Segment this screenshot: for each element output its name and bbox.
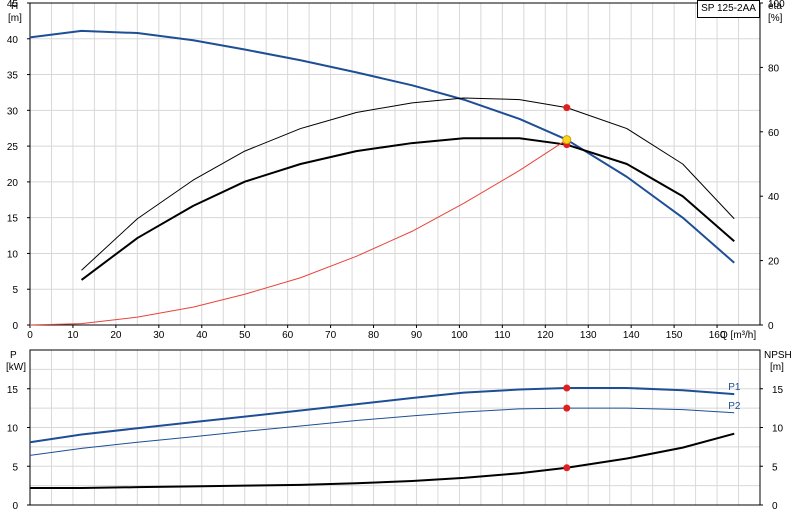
series-eta_lower xyxy=(80,137,735,281)
p-axis-name: P xyxy=(10,350,17,361)
plot-frame xyxy=(29,2,761,326)
marker-point xyxy=(563,384,571,392)
y2-axis-name: eta xyxy=(768,1,782,12)
x-tick-label: 40 xyxy=(196,330,208,341)
x-tick-label: 140 xyxy=(623,330,640,341)
p-axis-unit: [kW] xyxy=(6,362,26,373)
x-tick-label: 50 xyxy=(239,330,251,341)
x-tick-label: 110 xyxy=(494,330,510,341)
p-tick-label: 0 xyxy=(12,501,18,512)
series-P2 xyxy=(29,407,735,456)
y-tick-label: 5 xyxy=(12,285,18,296)
x-tick-label: 70 xyxy=(325,330,337,341)
marker-point xyxy=(563,404,571,412)
x-tick-label: 150 xyxy=(666,330,683,341)
npsh-tick-label: 0 xyxy=(772,501,778,512)
x-tick-label: 100 xyxy=(451,330,468,341)
npsh-tick-label: 15 xyxy=(772,385,784,396)
x-tick-label: 30 xyxy=(153,330,165,341)
y-tick-label: 15 xyxy=(7,214,19,225)
x-tick-label: 90 xyxy=(411,330,423,341)
y-axis-unit: [m] xyxy=(8,13,22,24)
y-tick-label: 45 xyxy=(7,0,19,10)
x-tick-label: 120 xyxy=(537,330,554,341)
y2-axis-unit: [%] xyxy=(768,13,783,24)
series-system_curve xyxy=(29,139,568,326)
x-tick-label: 80 xyxy=(368,330,380,341)
p-tick-label: 15 xyxy=(7,385,19,396)
x-tick-label: 20 xyxy=(110,330,122,341)
npsh-tick-label: 5 xyxy=(772,462,778,473)
series-label-P1: P1 xyxy=(728,382,741,393)
y-axis-name: H xyxy=(11,1,18,12)
x-axis-label: Q [m³/h] xyxy=(720,330,756,341)
npsh-axis-name: NPSH xyxy=(764,350,792,361)
npsh-tick-label: 10 xyxy=(772,424,784,435)
series-label-P2: P2 xyxy=(728,401,741,412)
y-tick-label: 0 xyxy=(12,321,18,332)
y2-tick-label: 100 xyxy=(768,0,785,10)
y2-tick-label: 40 xyxy=(768,192,780,203)
x-tick-label: 0 xyxy=(27,330,33,341)
series-P1 xyxy=(29,386,735,444)
y2-tick-label: 80 xyxy=(768,63,780,74)
marker-point xyxy=(563,104,571,112)
x-tick-label: 130 xyxy=(580,330,597,341)
y-tick-label: 30 xyxy=(7,106,19,117)
y2-tick-label: 20 xyxy=(768,257,780,268)
series-H xyxy=(29,29,735,264)
y2-tick-label: 60 xyxy=(768,128,780,139)
y-tick-label: 25 xyxy=(7,142,19,153)
duty-point xyxy=(562,135,572,145)
x-tick-label: 60 xyxy=(282,330,294,341)
npsh-axis-unit: [m] xyxy=(770,362,784,373)
marker-point xyxy=(563,464,571,472)
p-tick-label: 5 xyxy=(12,462,18,473)
y2-tick-label: 0 xyxy=(768,321,774,332)
y-tick-label: 40 xyxy=(7,35,19,46)
y-tick-label: 35 xyxy=(7,71,19,82)
x-tick-label: 160 xyxy=(709,330,726,341)
x-tick-label: 10 xyxy=(67,330,79,341)
y-tick-label: 20 xyxy=(7,178,19,189)
p-tick-label: 10 xyxy=(7,424,19,435)
series-eta_upper xyxy=(81,97,735,271)
model-label: SP 125-2AA xyxy=(697,0,760,18)
series-NPSH xyxy=(30,432,735,489)
y-tick-label: 10 xyxy=(7,249,19,260)
